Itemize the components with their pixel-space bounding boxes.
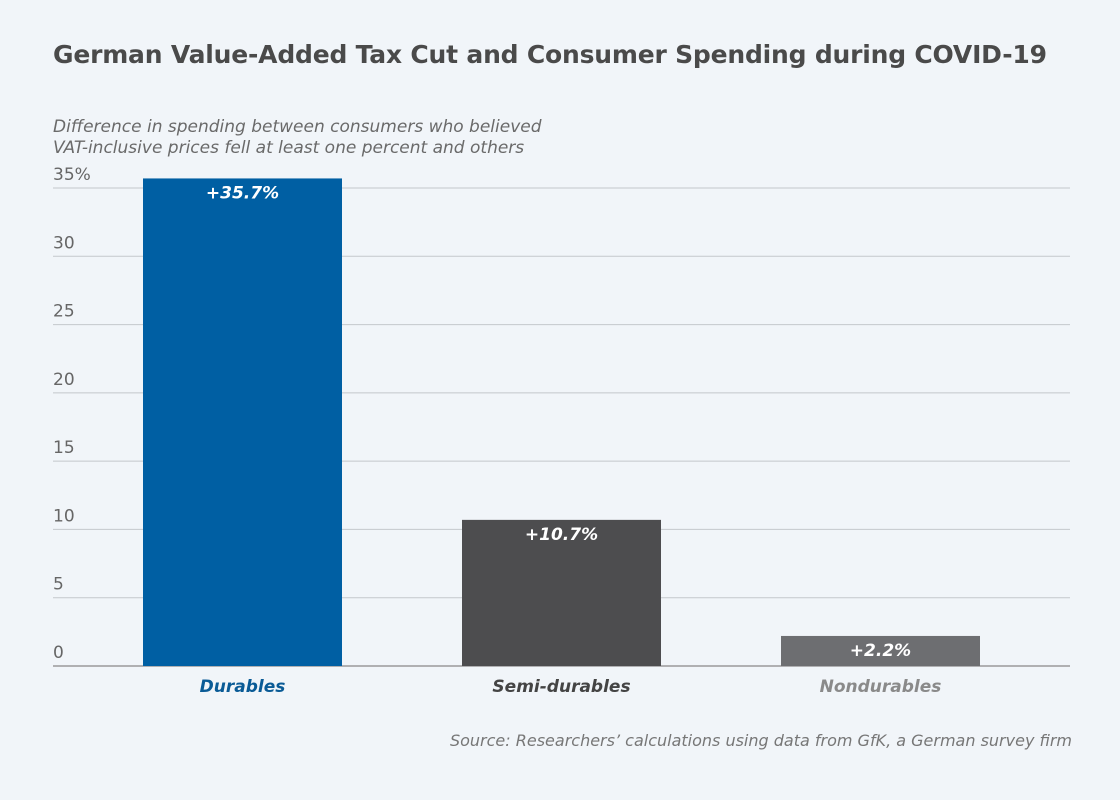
bar	[143, 178, 342, 666]
bars	[143, 178, 980, 666]
y-tick-label: 0	[53, 643, 64, 663]
bar	[781, 635, 980, 666]
data-label: +10.7%	[525, 525, 598, 545]
data-label: +35.7%	[206, 183, 279, 203]
bar	[462, 519, 661, 666]
y-axis-ticks: 0 5 10 15 20 25 30 35%	[53, 165, 91, 663]
y-tick-label: 10	[53, 506, 75, 526]
data-labels: +35.7% +10.7% +2.2%	[206, 183, 911, 661]
x-axis-categories: Durables Semi-durables Nondurables	[200, 677, 942, 697]
y-tick-label: 5	[53, 575, 64, 595]
chart-title: German Value-Added Tax Cut and Consumer …	[53, 40, 1047, 69]
y-tick-label: 20	[53, 370, 75, 390]
category-label: Durables	[200, 677, 286, 697]
y-tick-label: 25	[53, 302, 75, 322]
y-tick-label: 35%	[53, 165, 91, 185]
category-label: Semi-durables	[492, 677, 630, 697]
source-note: Source: Researchers’ calculations using …	[449, 731, 1072, 750]
y-tick-label: 30	[53, 233, 75, 253]
y-tick-label: 15	[53, 438, 75, 458]
category-label: Nondurables	[820, 677, 942, 697]
chart-subtitle: Difference in spending between consumers…	[53, 117, 542, 158]
data-label: +2.2%	[850, 641, 911, 661]
